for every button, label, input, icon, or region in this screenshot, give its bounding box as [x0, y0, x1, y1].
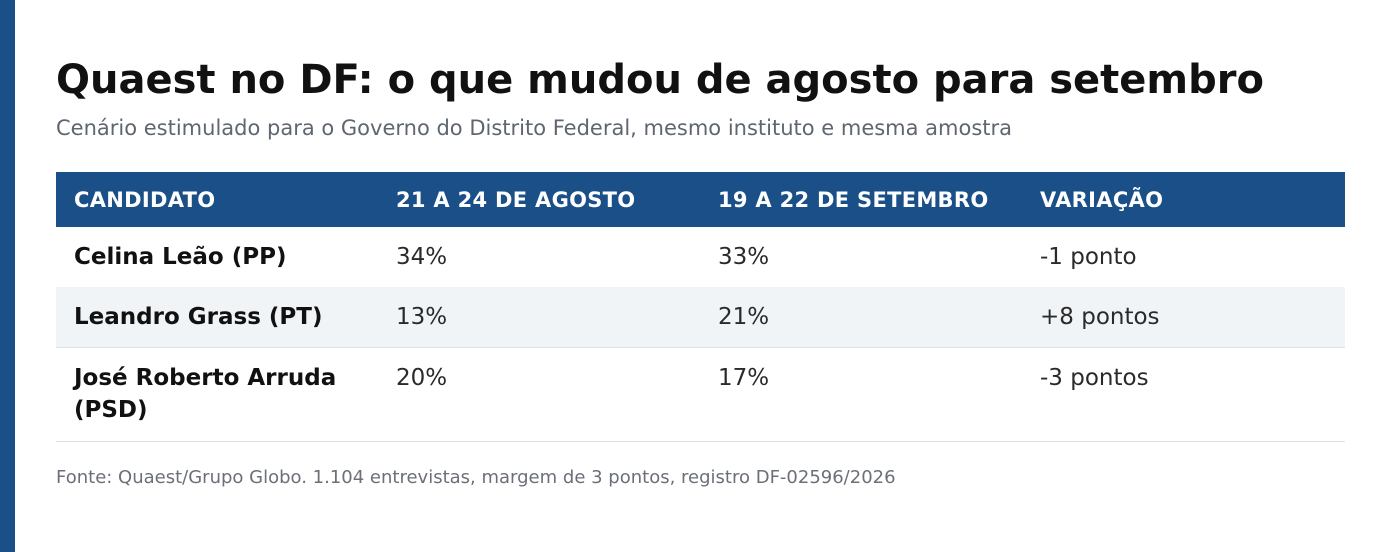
column-header-variation: VARIAÇÃO: [1040, 187, 1164, 212]
candidate-name: Celina Leão (PP): [74, 244, 287, 270]
table-row: Celina Leão (PP) 34% 33% -1 ponto: [56, 227, 1345, 287]
results-table: CANDIDATO 21 A 24 DE AGOSTO 19 A 22 DE S…: [56, 172, 1345, 442]
table-header: CANDIDATO 21 A 24 DE AGOSTO 19 A 22 DE S…: [56, 172, 1345, 227]
candidate-name: José Roberto Arruda (PSD): [74, 365, 337, 423]
source-note: Fonte: Quaest/Grupo Globo. 1.104 entrevi…: [56, 467, 896, 488]
column-header-august: 21 A 24 DE AGOSTO: [396, 187, 636, 212]
august-value: 34%: [396, 244, 448, 270]
page-subtitle: Cenário estimulado para o Governo do Dis…: [56, 116, 1013, 140]
variation-value: -3 pontos: [1040, 365, 1149, 391]
column-header-candidate: CANDIDATO: [74, 187, 216, 212]
accent-bar: [0, 0, 15, 552]
september-value: 33%: [718, 244, 770, 270]
table-body: Celina Leão (PP) 34% 33% -1 ponto Leandr…: [56, 227, 1345, 442]
candidate-name: Leandro Grass (PT): [74, 304, 323, 330]
variation-value: +8 pontos: [1040, 304, 1160, 330]
variation-value: -1 ponto: [1040, 244, 1137, 270]
september-value: 17%: [718, 365, 770, 391]
september-value: 21%: [718, 304, 770, 330]
table-row: José Roberto Arruda (PSD) 20% 17% -3 pon…: [56, 348, 1345, 442]
august-value: 20%: [396, 365, 448, 391]
table-header-row: CANDIDATO 21 A 24 DE AGOSTO 19 A 22 DE S…: [56, 172, 1345, 227]
august-value: 13%: [396, 304, 448, 330]
content: Quaest no DF: o que mudou de agosto para…: [56, 56, 1345, 490]
page-title: Quaest no DF: o que mudou de agosto para…: [56, 57, 1264, 103]
table-row: Leandro Grass (PT) 13% 21% +8 pontos: [56, 287, 1345, 348]
column-header-september: 19 A 22 DE SETEMBRO: [718, 187, 989, 212]
